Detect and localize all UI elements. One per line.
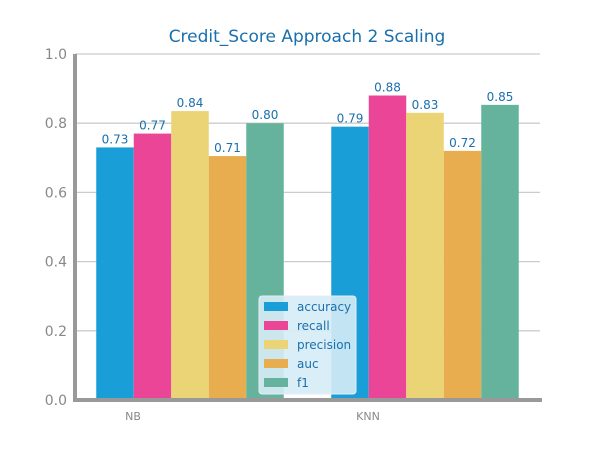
value-label: 0.88 — [374, 81, 401, 95]
value-label: 0.77 — [139, 119, 166, 133]
bar-precision-nb — [171, 111, 209, 400]
legend-swatch — [264, 321, 288, 330]
legend-label: recall — [297, 319, 330, 333]
legend-label: accuracy — [297, 300, 351, 314]
y-tick-label: 0.0 — [45, 393, 67, 409]
y-tick-label: 0.2 — [45, 324, 67, 340]
value-label: 0.83 — [412, 98, 439, 112]
legend-swatch — [264, 302, 288, 311]
legend: accuracy recall precision auc f1 — [258, 295, 357, 395]
legend-box — [258, 295, 357, 395]
legend-label: precision — [297, 338, 351, 352]
legend-swatch — [264, 340, 288, 349]
legend-label: auc — [297, 357, 319, 371]
value-label: 0.79 — [337, 112, 364, 126]
bar-f1-knn — [481, 104, 519, 400]
value-label: 0.85 — [487, 90, 514, 104]
axes: 0.0 0.2 0.4 0.6 0.8 1.0 NB KNN — [45, 47, 542, 423]
y-tick-label: 0.6 — [45, 185, 67, 201]
legend-swatch — [264, 359, 288, 368]
chart-title: Credit_Score Approach 2 Scaling — [169, 27, 446, 47]
legend-swatch — [264, 378, 288, 387]
bar-accuracy-nb — [96, 147, 134, 400]
bar-auc-knn — [443, 150, 482, 400]
y-tick-label: 0.4 — [45, 255, 67, 271]
bar-auc-nb — [208, 156, 247, 400]
value-label: 0.71 — [214, 141, 241, 155]
value-label: 0.80 — [252, 108, 279, 122]
bars — [96, 95, 519, 401]
value-label: 0.72 — [449, 136, 476, 150]
y-tick-label: 1.0 — [45, 47, 67, 63]
bar-precision-knn — [406, 112, 444, 400]
legend-label: f1 — [297, 376, 309, 390]
value-label: 0.73 — [102, 132, 129, 146]
value-label: 0.84 — [177, 96, 204, 110]
y-tick-label: 0.8 — [45, 116, 67, 132]
bar-recall-knn — [368, 95, 407, 401]
x-tick-label: NB — [125, 410, 141, 423]
x-tick-label: KNN — [356, 410, 380, 423]
value-labels: 0.73 0.77 0.84 0.71 0.80 0.79 0.88 0.83 0.72 0.85 — [102, 81, 514, 156]
bar-recall-nb — [133, 133, 172, 400]
